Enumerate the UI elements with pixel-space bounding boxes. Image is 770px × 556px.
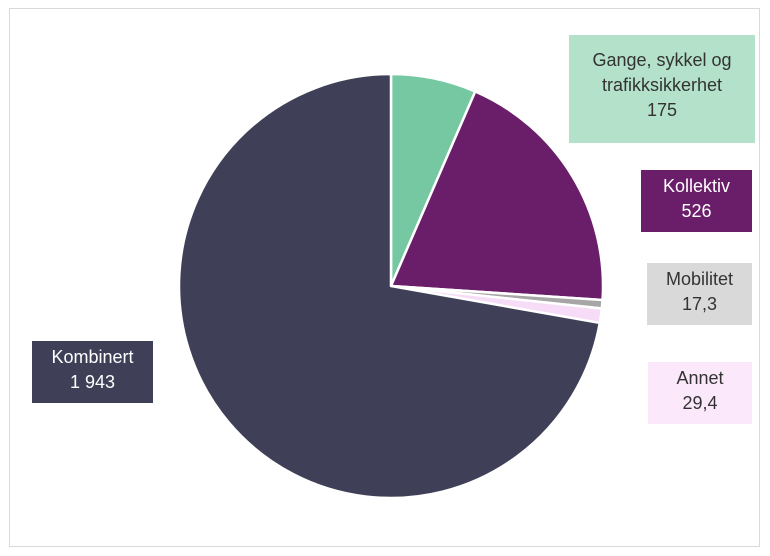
label-value: 526	[681, 201, 712, 221]
label-line: Kollektiv	[662, 176, 731, 196]
data-label-kollektiv: Kollektiv 526	[641, 170, 752, 232]
label-value: 29,4	[682, 393, 718, 413]
data-label-gange-sykkel: Gange, sykkel og trafikksikkerhet 175	[569, 35, 755, 143]
label-value: 1 943	[69, 372, 116, 392]
label-value: 17,3	[681, 294, 718, 314]
label-value: 175	[646, 100, 678, 120]
label-line: Mobilitet	[665, 269, 734, 289]
data-label-annet: Annet 29,4	[648, 362, 752, 424]
label-line: Annet	[676, 368, 724, 388]
pie-slice-kombinert	[177, 72, 601, 500]
label-line: Gange, sykkel og	[592, 50, 732, 70]
label-line: trafikksikkerhet	[601, 75, 723, 95]
data-label-kombinert: Kombinert 1 943	[32, 341, 153, 403]
pie-slice-kollektiv	[389, 90, 605, 302]
data-label-mobilitet: Mobilitet 17,3	[647, 263, 752, 325]
label-line: Kombinert	[51, 347, 134, 367]
